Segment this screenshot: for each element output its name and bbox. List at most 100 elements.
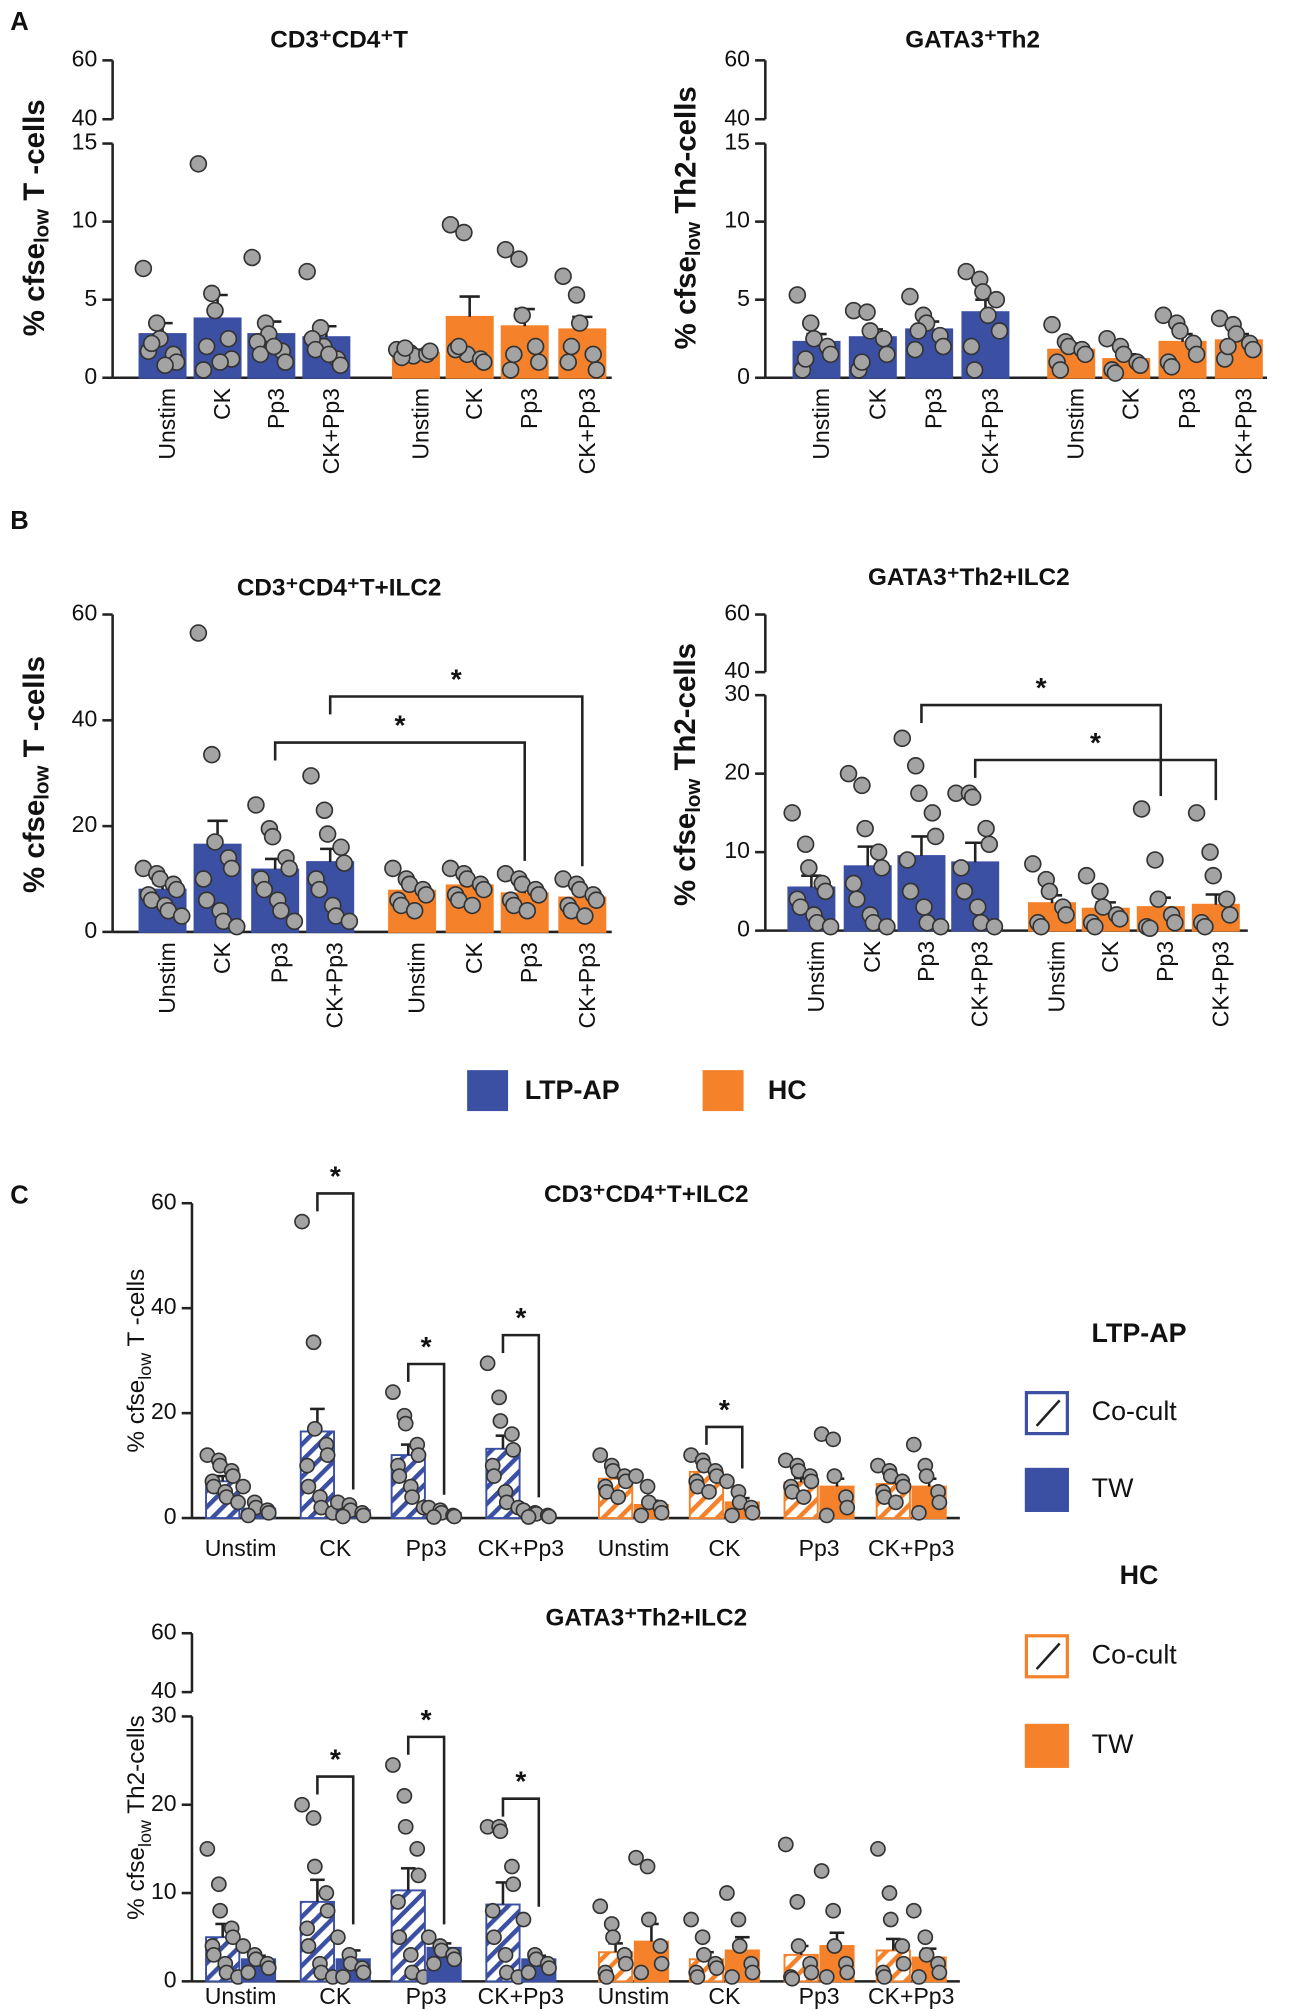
data-point — [803, 1964, 820, 1981]
y-tick-label: 0 — [737, 916, 750, 942]
data-point — [952, 859, 970, 877]
data-point — [203, 284, 221, 303]
data-point — [518, 901, 537, 920]
data-point — [839, 764, 858, 783]
data-point — [910, 784, 928, 803]
data-point — [197, 337, 216, 356]
data-point — [294, 1796, 310, 1813]
y-tick-label: 5 — [84, 285, 97, 311]
data-point — [298, 262, 316, 281]
data-point — [1040, 882, 1059, 901]
significance-bracket — [973, 758, 1218, 801]
data-point — [404, 1489, 420, 1505]
data-point — [319, 1447, 336, 1463]
y-tick-label: 10 — [724, 837, 750, 863]
data-point — [235, 1478, 252, 1495]
x-tick-label: Unstim — [154, 388, 180, 460]
y-tick-label: 0 — [164, 1503, 177, 1529]
data-point — [562, 337, 581, 356]
data-point — [974, 283, 992, 301]
x-tick-label: Pp3 — [263, 388, 289, 429]
data-point — [156, 356, 174, 375]
legend-swatch — [702, 1070, 744, 1112]
y-tick-label: 60 — [72, 600, 98, 626]
data-point — [653, 1504, 670, 1521]
data-point — [510, 250, 528, 268]
x-tick-label: Unstim — [1063, 388, 1089, 460]
data-point — [893, 729, 912, 748]
data-point — [306, 1858, 323, 1875]
chart-title: GATA3⁺Th2 — [905, 27, 1040, 54]
data-point — [1146, 851, 1164, 869]
x-tick-label: CK — [461, 387, 487, 420]
data-point — [335, 1969, 351, 1985]
x-tick-label: CK — [461, 942, 487, 975]
data-point — [559, 353, 577, 371]
x-tick-label: CK+Pp3 — [1207, 941, 1233, 1027]
data-point — [491, 1389, 507, 1406]
data-point — [1094, 898, 1112, 916]
data-point — [911, 1969, 927, 1985]
x-tick-label: Unstim — [808, 388, 834, 460]
data-point — [570, 314, 589, 332]
data-point — [520, 1509, 537, 1525]
data-point — [926, 827, 945, 846]
data-point — [505, 1441, 522, 1458]
data-point — [861, 322, 880, 340]
y-tick-label: 20 — [72, 811, 98, 837]
y-tick-label: 15 — [724, 129, 750, 155]
y-tick-label: 60 — [151, 1188, 177, 1214]
data-point — [744, 1504, 761, 1521]
data-point — [294, 1213, 310, 1230]
y-label-tail: T -cells — [124, 1269, 151, 1353]
data-point — [541, 1960, 557, 1976]
y-tick-label: 10 — [724, 207, 750, 233]
data-point — [446, 1951, 463, 1968]
x-tick-label: CK+Pp3 — [977, 388, 1003, 474]
significance-bracket — [501, 1797, 541, 1907]
data-point — [696, 1946, 712, 1963]
x-tick-label: CK — [1118, 387, 1144, 420]
data-point — [878, 345, 896, 364]
x-tick-label: Pp3 — [516, 942, 542, 983]
data-point — [818, 1969, 835, 1985]
chart-title: CD3⁺CD4⁺T+ILC2 — [544, 1181, 749, 1208]
data-point — [222, 859, 241, 878]
x-tick-label: Unstim — [598, 1535, 670, 1561]
data-point — [633, 1507, 650, 1524]
y-tick-label: 40 — [151, 1293, 177, 1319]
significance-label: * — [451, 664, 462, 695]
data-point — [1106, 364, 1125, 382]
data-point — [801, 314, 820, 332]
y-label-main: % cfse — [669, 813, 702, 906]
y-axis-label: % cfselow T -cells — [18, 99, 54, 336]
y-label-sub: low — [682, 779, 705, 813]
data-point — [694, 1929, 711, 1946]
x-tick-label: CK+Pp3 — [478, 1535, 564, 1561]
y-label-tail: Th2-cells — [669, 643, 702, 779]
x-tick-label: CK+Pp3 — [868, 1535, 954, 1561]
data-point — [305, 1810, 322, 1826]
data-point — [784, 1970, 801, 1987]
data-point — [203, 745, 221, 764]
significance-label: * — [421, 1704, 432, 1735]
data-point — [172, 907, 191, 925]
data-point — [719, 1885, 735, 1901]
data-point — [901, 882, 920, 901]
data-point — [409, 1841, 426, 1857]
data-point — [332, 838, 350, 857]
y-label-tail: T -cells — [18, 656, 51, 766]
y-label-sub: low — [31, 209, 54, 243]
data-point — [1051, 361, 1070, 379]
data-point — [319, 1902, 336, 1919]
data-point — [639, 1858, 656, 1875]
data-point — [391, 1468, 408, 1484]
data-point — [272, 901, 290, 920]
x-tick-label: Unstim — [407, 388, 433, 460]
y-label-tail: T -cells — [18, 99, 51, 209]
data-point — [878, 917, 896, 936]
data-point — [881, 1885, 898, 1901]
data-point — [240, 1964, 257, 1981]
data-point — [199, 1841, 216, 1857]
data-point — [839, 1964, 856, 1981]
